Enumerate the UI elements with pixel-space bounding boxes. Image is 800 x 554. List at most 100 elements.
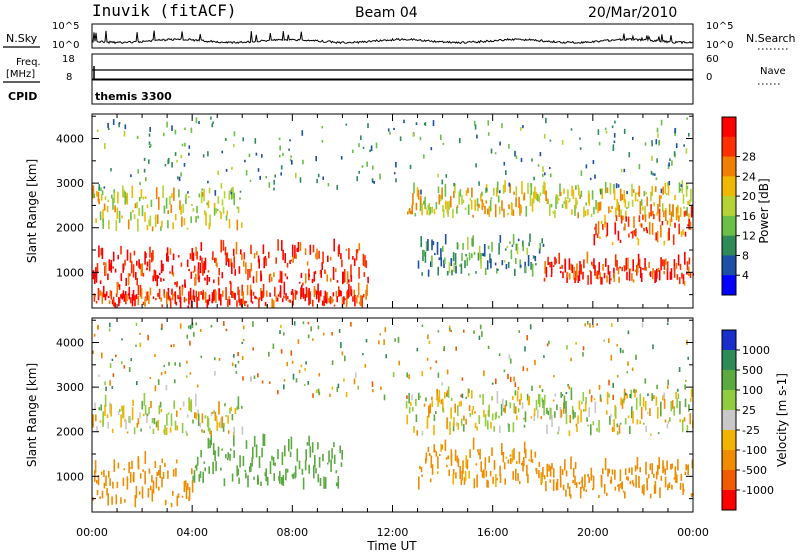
range-gate-cell xyxy=(372,389,374,393)
colorbar-tick-label: 16 xyxy=(742,210,756,223)
range-gate-cell xyxy=(656,268,658,279)
range-gate-cell xyxy=(592,475,595,489)
range-gate-cell xyxy=(234,292,236,300)
range-gate-cell xyxy=(600,398,602,402)
range-gate-cell xyxy=(257,477,259,485)
range-gate-cell xyxy=(527,182,529,194)
range-gate-cell xyxy=(145,291,148,302)
range-gate-cell xyxy=(523,441,526,454)
range-gate-cell xyxy=(532,255,535,259)
range-gate-cell xyxy=(662,259,664,267)
range-gate-cell xyxy=(384,327,387,333)
range-gate-cell xyxy=(151,489,154,502)
range-gate-cell xyxy=(132,264,135,278)
range-gate-cell xyxy=(518,451,521,464)
range-gate-cell xyxy=(184,142,186,147)
range-gate-cell xyxy=(338,244,340,255)
range-gate-cell xyxy=(596,427,598,432)
range-gate-cell xyxy=(467,236,469,250)
range-gate-cell xyxy=(171,162,173,168)
range-gate-cell xyxy=(197,262,200,276)
range-gate-cell xyxy=(595,271,598,279)
range-gate-cell xyxy=(647,393,649,396)
range-gate-cell xyxy=(366,284,368,296)
range-gate-cell xyxy=(440,248,442,261)
range-gate-cell xyxy=(139,412,141,419)
range-gate-cell xyxy=(567,200,570,203)
range-gate-cell xyxy=(431,239,433,251)
range-gate-cell xyxy=(651,186,653,196)
range-gate-cell xyxy=(585,202,588,206)
range-gate-cell xyxy=(520,127,522,131)
colorbar-swatch xyxy=(722,370,736,391)
range-gate-cell xyxy=(241,222,243,228)
range-gate-cell xyxy=(487,480,489,488)
range-gate-cell xyxy=(362,353,364,356)
range-gate-cell xyxy=(565,392,568,395)
range-gate-cell xyxy=(446,417,448,430)
range-gate-cell xyxy=(157,379,160,385)
range-gate-cell xyxy=(116,281,119,295)
range-gate-cell xyxy=(154,214,157,228)
range-gate-cell xyxy=(99,280,102,284)
range-gate-cell xyxy=(632,136,634,140)
range-gate-cell xyxy=(252,321,254,327)
range-gate-cell xyxy=(555,482,558,491)
range-gate-cell xyxy=(220,183,223,189)
range-gate-cell xyxy=(471,390,473,399)
range-gate-cell xyxy=(98,374,100,377)
range-gate-cell xyxy=(111,358,114,361)
nave-right-tick-top: 60 xyxy=(706,54,719,65)
range-gate-cell xyxy=(660,401,662,415)
range-gate-cell xyxy=(566,271,569,278)
range-gate-cell xyxy=(134,203,137,209)
range-gate-cell xyxy=(200,450,202,458)
range-gate-cell xyxy=(99,496,101,499)
range-gate-cell xyxy=(317,325,320,330)
range-gate-cell xyxy=(568,386,570,390)
range-gate-cell xyxy=(120,497,122,504)
range-gate-cell xyxy=(622,490,625,493)
range-gate-cell xyxy=(339,445,341,454)
range-gate-cell xyxy=(602,264,604,271)
range-gate-cell xyxy=(428,452,431,457)
range-gate-cell xyxy=(572,189,575,200)
range-gate-cell xyxy=(504,248,507,251)
range-gate-cell xyxy=(632,259,634,272)
range-gate-cell xyxy=(461,253,463,262)
range-gate-cell xyxy=(440,257,443,267)
range-gate-cell xyxy=(630,231,633,234)
range-gate-cell xyxy=(621,194,624,200)
range-gate-cell xyxy=(515,197,517,208)
range-gate-cell xyxy=(100,187,102,192)
range-gate-cell xyxy=(159,465,161,479)
range-gate-cell xyxy=(515,155,518,159)
range-gate-cell xyxy=(581,401,583,405)
x-tick-label: 00:00 xyxy=(76,526,108,539)
range-gate-cell xyxy=(682,274,685,284)
range-gate-cell xyxy=(151,226,154,232)
range-gate-cell xyxy=(433,414,436,422)
range-gate-cell xyxy=(149,145,151,148)
range-gate-cell xyxy=(453,190,455,198)
range-gate-cell xyxy=(318,457,321,468)
range-gate-cell xyxy=(146,224,149,231)
range-gate-cell xyxy=(223,191,226,199)
range-gate-cell xyxy=(454,253,457,265)
range-gate-cell xyxy=(513,191,515,195)
range-gate-cell xyxy=(95,300,98,304)
range-gate-cell xyxy=(481,253,484,256)
range-gate-cell xyxy=(141,486,144,499)
range-gate-cell xyxy=(202,263,204,276)
range-gate-cell xyxy=(395,178,397,183)
range-gate-cell xyxy=(147,488,150,498)
range-gate-cell xyxy=(411,204,413,215)
range-gate-cell xyxy=(690,206,693,218)
range-gate-cell xyxy=(455,265,457,274)
range-gate-cell xyxy=(619,422,622,425)
range-gate-cell xyxy=(460,263,463,274)
range-gate-cell xyxy=(305,361,307,365)
range-gate-cell xyxy=(552,399,555,402)
range-gate-cell xyxy=(423,250,425,257)
range-gate-cell xyxy=(100,194,103,201)
